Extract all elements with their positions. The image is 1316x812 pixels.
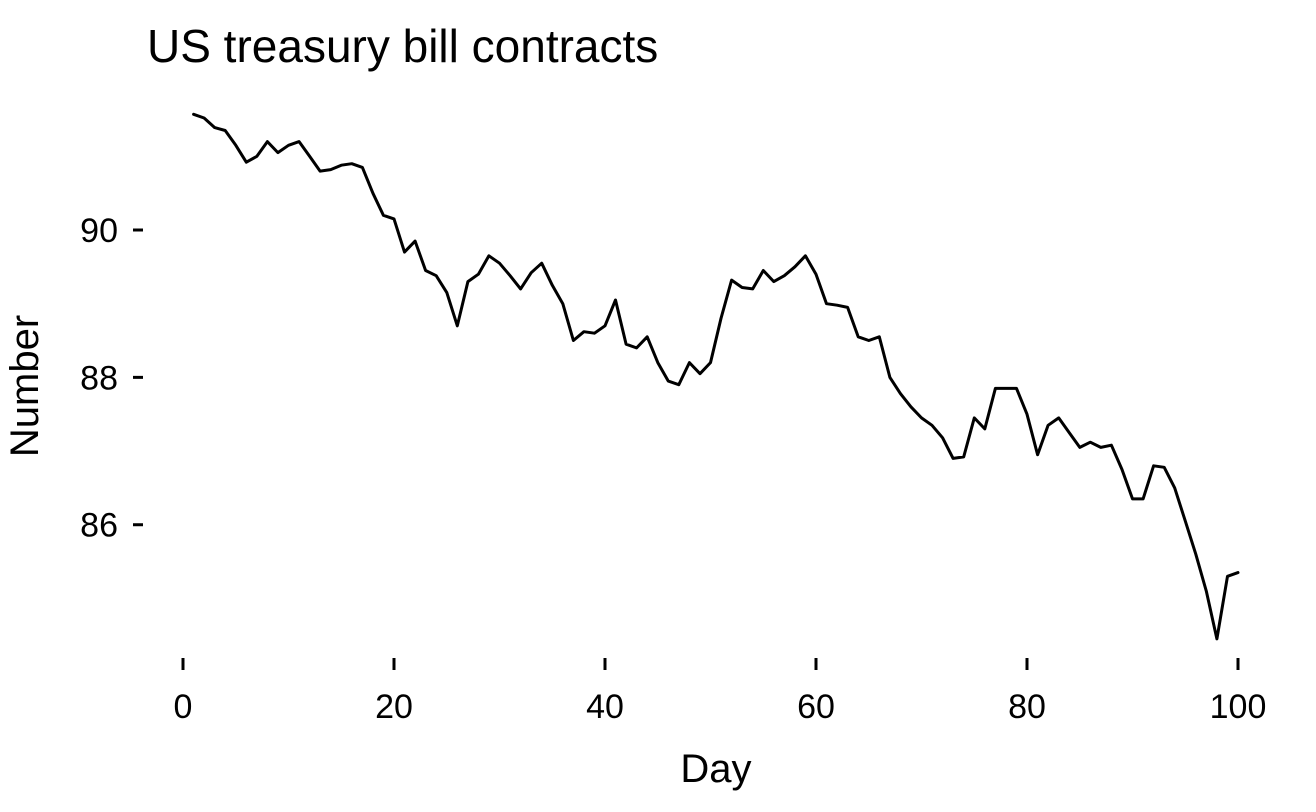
- y-tick-label: 86: [80, 507, 118, 545]
- y-tick-label: 88: [80, 359, 118, 397]
- x-tick-label: 0: [174, 688, 193, 726]
- x-tick-label: 100: [1210, 688, 1267, 726]
- x-tick-label: 20: [375, 688, 413, 726]
- series-layer: [192, 112, 1240, 641]
- x-tick-label: 40: [586, 688, 624, 726]
- y-tick-label: 90: [80, 212, 118, 250]
- y-axis-label: Number: [3, 315, 47, 457]
- y-axis-ticks: 86 88 90: [80, 212, 143, 545]
- x-tick-label: 80: [1008, 688, 1046, 726]
- x-axis-label: Day: [680, 747, 751, 791]
- chart-title: US treasury bill contracts: [147, 20, 658, 72]
- x-axis-ticks: 0 20 40 60 80 100: [174, 658, 1267, 726]
- series-line: [192, 112, 1240, 641]
- x-tick-label: 60: [797, 688, 835, 726]
